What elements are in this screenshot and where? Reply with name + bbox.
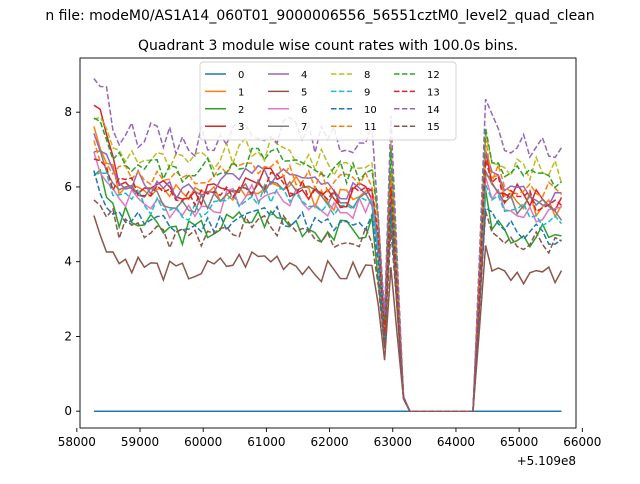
- legend-label-11: 11: [364, 122, 377, 133]
- x-tick-label: 61000: [247, 435, 285, 449]
- x-tick-label: 64000: [437, 435, 475, 449]
- y-axis-ticks: 0 2 4 6 8: [64, 105, 80, 418]
- legend-label-9: 9: [364, 87, 370, 98]
- series-layer: [93, 78, 563, 412]
- legend-label-15: 15: [427, 122, 440, 133]
- x-tick-label: 62000: [310, 435, 348, 449]
- x-tick-label: 63000: [374, 435, 412, 449]
- legend-label-10: 10: [364, 105, 377, 116]
- x-tick-label: 58000: [58, 435, 96, 449]
- series-line-12: [93, 117, 562, 412]
- series-line-9: [93, 172, 563, 412]
- plot-frame: [79, 57, 577, 429]
- legend-label-13: 13: [427, 87, 440, 98]
- chart-title: Quadrant 3 module wise count rates with …: [138, 38, 518, 54]
- x-tick-label: 60000: [184, 435, 222, 449]
- series-line-5: [93, 215, 563, 412]
- x-tick-label: 65000: [500, 435, 538, 449]
- y-tick-label: 8: [64, 105, 72, 119]
- chart-suptitle: n file: modeM0/AS1A14_060T01_9000006556_…: [45, 8, 594, 24]
- y-tick-label: 6: [64, 180, 72, 194]
- x-tick-label: 59000: [121, 435, 159, 449]
- legend-label-7: 7: [301, 122, 307, 133]
- y-tick-label: 0: [64, 404, 72, 418]
- legend-box: [199, 61, 457, 141]
- legend-label-2: 2: [238, 105, 244, 116]
- x-axis-offset-label: +5.109e8: [517, 454, 576, 468]
- x-tick-label: 66000: [563, 435, 601, 449]
- legend-label-14: 14: [427, 105, 440, 116]
- legend-label-5: 5: [301, 87, 307, 98]
- legend-label-0: 0: [238, 70, 244, 81]
- x-axis-ticks: 58000 59000 60000 61000 62000 63000 64000 65000…: [58, 428, 601, 449]
- legend-label-12: 12: [427, 70, 440, 81]
- y-tick-label: 4: [64, 255, 72, 269]
- legend-label-6: 6: [301, 105, 307, 116]
- legend-label-3: 3: [238, 122, 244, 133]
- series-line-15: [93, 199, 562, 412]
- series-line-13: [93, 158, 562, 412]
- legend-label-4: 4: [301, 70, 307, 81]
- y-tick-label: 2: [64, 329, 72, 343]
- legend-label-1: 1: [238, 87, 244, 98]
- legend-label-8: 8: [364, 70, 370, 81]
